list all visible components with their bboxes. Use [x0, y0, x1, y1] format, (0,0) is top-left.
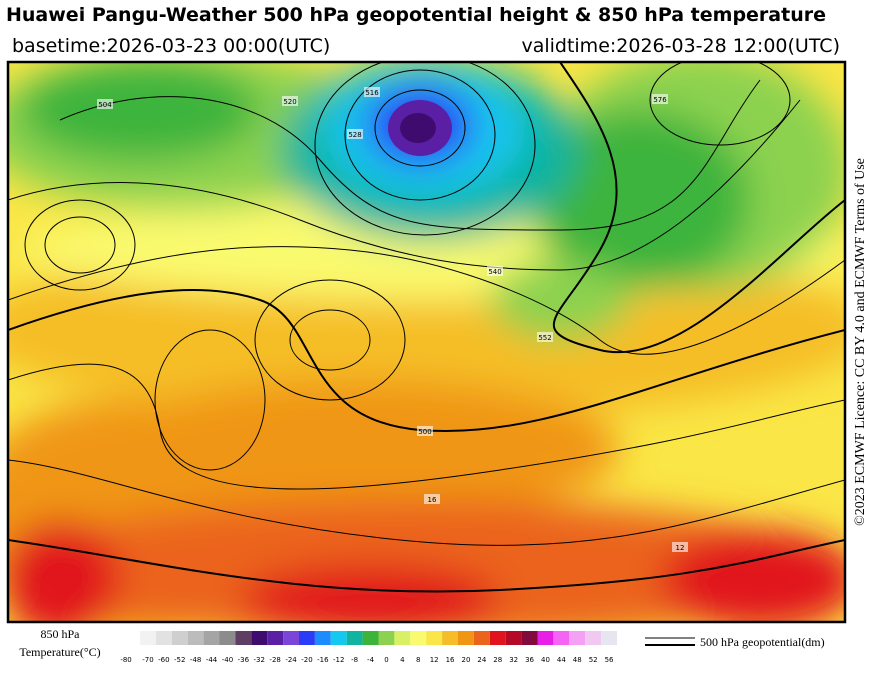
colorbar-tick: -16 — [317, 656, 329, 664]
contour-label: 528 — [348, 131, 361, 139]
colorbar-tick: 48 — [573, 656, 582, 664]
colorbar-cell — [346, 631, 363, 645]
colorbar-tick: -32 — [254, 656, 265, 664]
colorbar-cell — [251, 631, 268, 645]
colorbar-tick: -24 — [285, 656, 297, 664]
colorbar-tick: -44 — [206, 656, 218, 664]
colorbar-cell — [505, 631, 522, 645]
colorbar-tick: 44 — [557, 656, 566, 664]
colorbar-tick: -8 — [351, 656, 358, 664]
colorbar-cell — [155, 631, 172, 645]
colorbar-tick: 52 — [589, 656, 598, 664]
legend-label: 850 hPa — [41, 627, 81, 641]
title: Huawei Pangu-Weather 500 hPa geopotentia… — [6, 4, 826, 26]
contour-label-bg — [347, 129, 363, 139]
contour-label: 552 — [538, 334, 551, 342]
colorbar-tick: -40 — [222, 656, 233, 664]
contour-label-bg — [417, 426, 433, 436]
colorbar-cell — [473, 631, 490, 645]
colorbar-cell — [314, 631, 331, 645]
contour-label: 16 — [428, 496, 437, 504]
contour-label: 520 — [283, 98, 296, 106]
colorbar-cell — [537, 631, 554, 645]
colorbar-cell — [299, 631, 315, 645]
contour-legend: 500 hPa geopotential(dm) — [700, 635, 825, 649]
validtime: validtime:2026-03-28 12:00(UTC) — [521, 35, 840, 57]
contour-label-bg — [97, 99, 113, 109]
colorbar-tick: 0 — [384, 656, 388, 664]
contour-label: 516 — [365, 89, 379, 97]
colorbar-tick: 36 — [525, 656, 534, 664]
colorbar-cell — [235, 631, 252, 645]
colorbar-tick: 20 — [461, 656, 470, 664]
colorbar-tick: -60 — [158, 656, 169, 664]
colorbar-cell — [601, 631, 617, 645]
colorbar-tick: 28 — [493, 656, 502, 664]
contour-label: 504 — [98, 101, 112, 109]
colorbar-tick: 16 — [446, 656, 455, 664]
contour-label-bg — [652, 94, 668, 104]
colorbar-cell — [362, 631, 379, 645]
colorbar-tick: 8 — [416, 656, 420, 664]
colorbar-cell — [171, 631, 188, 645]
contour-label-bg — [537, 332, 553, 342]
colorbar-tick: -48 — [190, 656, 201, 664]
colorbar-cell — [187, 631, 204, 645]
contour-label-bg — [364, 87, 380, 97]
colorbar-cell — [426, 631, 443, 645]
colorbar-tick: 12 — [430, 656, 439, 664]
colorbar-cell — [410, 631, 427, 645]
colorbar-cell — [219, 631, 236, 645]
contour-label-bg — [672, 542, 688, 552]
map-frame — [6, 60, 847, 624]
colorbar-cell — [267, 631, 284, 645]
colorbar-cell — [585, 631, 602, 645]
colorbar-tick: -12 — [333, 656, 344, 664]
colorbar-cell — [378, 631, 395, 645]
colorbar-tick: -4 — [367, 656, 375, 664]
contour-label: 540 — [488, 268, 501, 276]
colorbar-cell — [553, 631, 570, 645]
basetime: basetime:2026-03-23 00:00(UTC) — [12, 35, 331, 57]
colorbar-cell — [330, 631, 347, 645]
contour-label-bg — [487, 266, 503, 276]
colorbar-cell — [521, 631, 538, 645]
colorbar-tick: -52 — [174, 656, 185, 664]
colorbar-tick: 32 — [509, 656, 518, 664]
colorbar-cell — [140, 631, 156, 645]
colorbar-tick: -80 — [120, 656, 131, 664]
colorbar-tick: -70 — [142, 656, 153, 664]
colorbar-tick: 40 — [541, 656, 550, 664]
colorbar-tick: -20 — [301, 656, 312, 664]
contours — [8, 62, 845, 593]
temperature-field — [8, 62, 845, 622]
colorbar-tick: -36 — [238, 656, 250, 664]
colorbar-cell — [569, 631, 586, 645]
legend-label: Temperature(°C) — [19, 645, 100, 659]
colorbar-cell — [489, 631, 506, 645]
colorbar-tick: 24 — [477, 656, 486, 664]
colorbar-cell — [283, 631, 299, 645]
colorbar-cell — [442, 631, 458, 645]
colorbar-cell — [394, 631, 411, 645]
licence: ©2023 ECMWF Licence: CC BY 4.0 and ECMWF… — [853, 158, 868, 526]
colorbar-tick: 4 — [400, 656, 405, 664]
colorbar-tick: 56 — [605, 656, 614, 664]
colorbar-cell — [458, 631, 474, 645]
contour-label: 576 — [653, 96, 667, 104]
contour-label: 500 — [418, 428, 431, 436]
colorbar-tick: -28 — [269, 656, 280, 664]
colorbar-cell — [203, 631, 220, 645]
contour-label-bg — [282, 96, 298, 106]
contour-label-bg — [424, 494, 440, 504]
contour-label: 12 — [676, 544, 685, 552]
